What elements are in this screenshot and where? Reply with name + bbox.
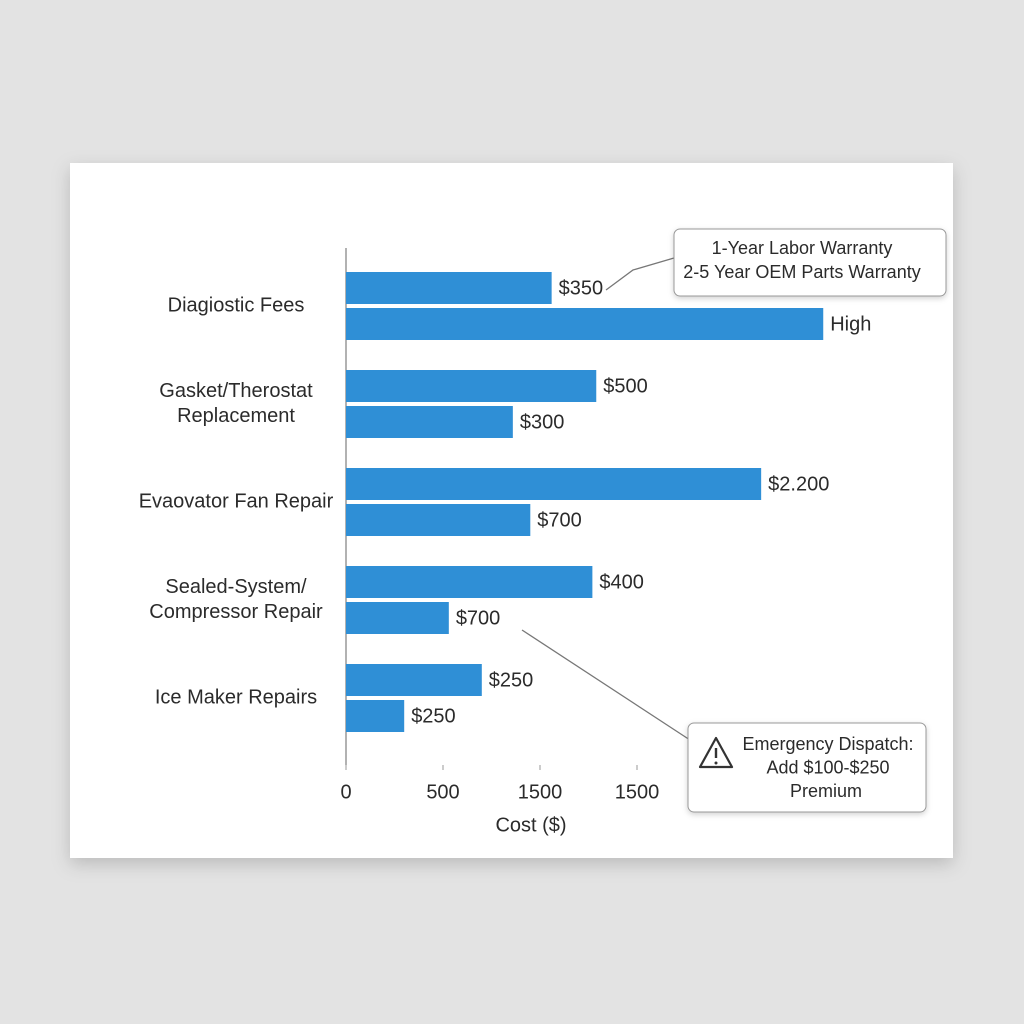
bar-label: $500 xyxy=(603,375,648,397)
bar-label: $700 xyxy=(537,509,582,531)
category-label: Gasket/Therostat xyxy=(159,380,313,402)
x-tick-label: 500 xyxy=(426,781,459,803)
bar xyxy=(346,504,531,536)
bar xyxy=(346,602,449,634)
leader-line xyxy=(521,629,691,741)
category-label: Diagiostic Fees xyxy=(168,294,305,316)
bar-label: $300 xyxy=(520,411,565,433)
callout-box xyxy=(673,228,947,297)
category-label: Compressor Repair xyxy=(149,601,323,623)
bar xyxy=(346,370,597,402)
leader-line xyxy=(605,257,675,291)
category-label: Ice Maker Repairs xyxy=(155,686,317,708)
bar-label: $2.200 xyxy=(768,473,829,495)
bar xyxy=(346,468,762,500)
warning-icon xyxy=(698,736,734,769)
callout-text: Premium xyxy=(790,781,862,801)
category-label: Evaovator Fan Repair xyxy=(139,490,334,512)
x-axis-label: Cost ($) xyxy=(495,814,566,836)
x-tick-label: 1500 xyxy=(518,781,563,803)
bar-label: $250 xyxy=(411,705,456,727)
category-label: Sealed-System/ xyxy=(165,576,307,598)
callout-box xyxy=(687,722,927,813)
x-tick-label: 0 xyxy=(340,781,351,803)
callout-text: 1-Year Labor Warranty xyxy=(712,238,893,258)
bar xyxy=(346,272,552,304)
bar xyxy=(346,406,513,438)
bar-label: $400 xyxy=(599,571,644,593)
x-tick-label: 1500 xyxy=(615,781,660,803)
bar xyxy=(346,566,593,598)
bar-label: $250 xyxy=(489,669,534,691)
callout-text: 2-5 Year OEM Parts Warranty xyxy=(683,262,920,282)
bar-label: $700 xyxy=(456,607,501,629)
callout-text: Add $100-$250 xyxy=(766,757,889,777)
callout-text: Emergency Dispatch: xyxy=(742,734,913,754)
bar xyxy=(346,664,482,696)
bar xyxy=(346,308,824,340)
bar xyxy=(346,700,405,732)
bar-label: High xyxy=(830,313,871,335)
category-label: Replacement xyxy=(177,405,295,427)
bar-label: $350 xyxy=(559,277,604,299)
